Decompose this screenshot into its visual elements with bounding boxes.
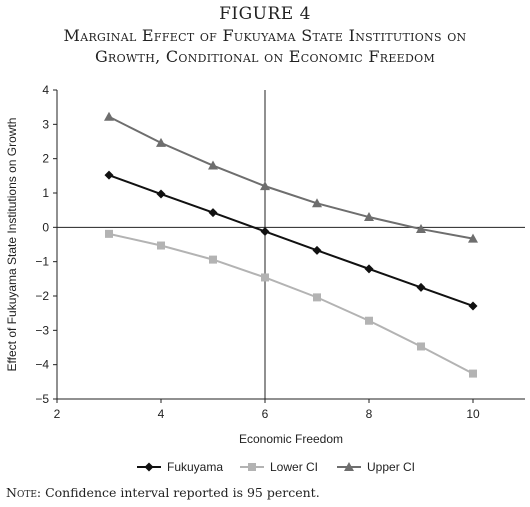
legend-label-fukuyama: Fukuyama [167,460,223,474]
data-point-fukuyama [468,301,478,311]
y-tick-label: 2 [42,152,49,166]
figure-note: Note: Confidence interval reported is 95… [6,485,320,500]
data-point-upper-ci [208,160,218,170]
data-point-fukuyama [416,282,426,292]
data-point-lower-ci [365,316,373,325]
figure-label: FIGURE 4 [219,4,311,24]
legend-marker-fukuyama [144,462,154,472]
y-tick-label: 0 [42,220,49,234]
data-point-upper-ci [364,212,374,222]
series-line-fukuyama [108,174,474,307]
x-tick-label: 10 [466,407,480,421]
legend-marker-lower-ci [248,463,256,471]
figure-title: Marginal Effect of Fukuyama State Instit… [0,25,530,67]
data-point-lower-ci [209,255,217,264]
x-tick-label: 2 [54,407,61,421]
chart-marks [104,111,478,378]
figure-title-line-2: Growth, Conditional on Economic Freedom [94,47,436,66]
x-tick-label: 4 [158,407,165,421]
data-point-fukuyama [312,245,322,255]
legend-label-upper-ci: Upper CI [367,460,415,474]
data-point-lower-ci [261,273,269,282]
legend-label-lower-ci: Lower CI [270,460,318,474]
y-tick-label: 3 [42,117,49,131]
x-axis-title: Economic Freedom [239,432,343,446]
data-point-lower-ci [157,241,165,250]
data-point-upper-ci [416,224,426,234]
y-axis-title: Effect of Fukuyama State Institutions on… [5,118,19,372]
data-point-fukuyama [208,208,218,218]
series-line-lower-ci [108,232,474,375]
y-tick-label: −5 [35,392,49,406]
chart-legend: Fukuyama Lower CI Upper CI [137,460,415,474]
y-tick-label: −4 [35,358,49,372]
note-text: Confidence interval reported is 95 perce… [41,485,320,500]
y-tick-label: −1 [35,255,49,269]
data-point-lower-ci [105,229,113,238]
x-tick-label: 8 [366,407,373,421]
data-point-lower-ci [469,369,477,378]
note-lead: Note: [6,485,42,500]
y-tick-label: −2 [35,289,49,303]
y-tick-label: −3 [35,323,49,337]
legend-marker-upper-ci [344,462,354,471]
data-point-lower-ci [313,293,321,302]
data-point-upper-ci [104,111,114,121]
data-point-upper-ci [468,233,478,243]
data-point-upper-ci [312,198,322,208]
data-point-upper-ci [156,137,166,147]
series-line-upper-ci [108,115,474,240]
y-tick-label: 1 [42,186,49,200]
data-point-fukuyama [156,189,166,199]
data-point-fukuyama [104,170,114,180]
y-tick-label: 4 [42,83,49,97]
data-point-fukuyama [364,264,374,274]
data-point-upper-ci [260,181,270,191]
x-tick-label: 6 [262,407,269,421]
chart-axes: −5 −4 −3 −2 −1 0 1 2 3 4 2 4 6 8 10 [35,83,525,421]
figure-title-line-1: Marginal Effect of Fukuyama State Instit… [63,26,467,45]
data-point-lower-ci [417,342,425,351]
data-point-fukuyama [260,226,270,236]
